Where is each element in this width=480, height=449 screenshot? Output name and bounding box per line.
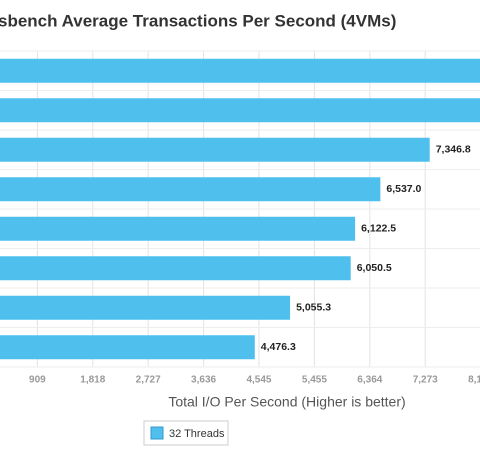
data-label: 6,537.0 xyxy=(386,183,421,195)
data-label: 7,346.8 xyxy=(436,144,471,156)
x-tick-label: 1,818 xyxy=(80,375,105,386)
legend-swatch xyxy=(150,426,164,440)
bar xyxy=(0,177,381,202)
bar xyxy=(0,295,291,320)
chart-title: sbench Average Transactions Per Second (… xyxy=(0,11,396,30)
legend-label: 32 Threads xyxy=(169,428,225,440)
data-label: 6,122.5 xyxy=(361,223,396,235)
bar xyxy=(0,335,255,360)
x-tick-label: 909 xyxy=(29,375,46,386)
x-tick-label: 7,273 xyxy=(413,375,438,386)
x-tick-label: 3,636 xyxy=(191,375,216,386)
data-label: 4,476.3 xyxy=(261,341,296,353)
x-tick-label: 4,545 xyxy=(246,375,271,386)
x-axis-title: Total I/O Per Second (Higher is better) xyxy=(168,394,405,410)
x-tick-label: 6,364 xyxy=(357,375,382,386)
bar xyxy=(0,216,356,241)
bar xyxy=(0,98,480,123)
bar xyxy=(0,58,480,83)
data-label: 5,055.3 xyxy=(296,302,331,314)
bar xyxy=(0,256,351,281)
x-tick-label: 2,727 xyxy=(136,375,161,386)
x-tick-label: 5,455 xyxy=(302,375,327,386)
data-label: 6,050.5 xyxy=(357,262,392,274)
x-tick-label: 8,182 xyxy=(468,375,480,386)
bar xyxy=(0,137,430,162)
